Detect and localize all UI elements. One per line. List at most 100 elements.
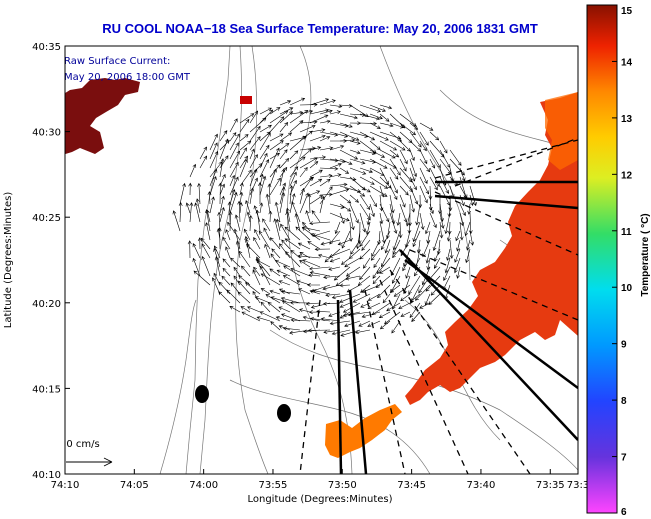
- current-vector: [199, 155, 208, 169]
- current-vector: [359, 212, 367, 233]
- current-vector: [469, 185, 477, 207]
- current-vector: [329, 110, 341, 115]
- current-vector: [392, 230, 401, 251]
- current-vector: [309, 195, 324, 205]
- current-vector: [428, 194, 433, 211]
- current-vector: [439, 176, 449, 194]
- current-vector: [439, 149, 451, 169]
- current-vector: [329, 104, 343, 109]
- current-vector: [246, 243, 261, 259]
- contour-2: [235, 46, 269, 474]
- current-vector: [369, 194, 377, 208]
- current-vector: [281, 239, 291, 250]
- colorbar-tick-label: 13: [621, 114, 633, 125]
- current-vector: [434, 257, 441, 269]
- current-vector: [235, 240, 241, 259]
- current-vector: [289, 193, 296, 214]
- current-vector: [205, 222, 211, 241]
- current-vector: [454, 248, 461, 263]
- current-vector: [365, 221, 371, 235]
- solid-line-5: [336, 299, 343, 474]
- current-vector: [244, 235, 251, 259]
- current-vector: [409, 185, 419, 205]
- current-vector: [306, 283, 321, 287]
- current-vector: [322, 284, 341, 291]
- current-vector: [379, 140, 398, 151]
- x-tick-label: 74:10: [51, 480, 80, 491]
- plot-area: Raw Surface Current: May 20, 2006 18:00 …: [60, 46, 578, 474]
- current-vector: [409, 176, 417, 191]
- current-vector: [390, 257, 401, 276]
- current-vector: [444, 257, 451, 274]
- current-vector: [339, 194, 352, 204]
- current-vector: [269, 116, 285, 133]
- colorbar-tick-label: 11: [621, 227, 632, 238]
- current-vector: [369, 203, 375, 218]
- current-vector: [429, 149, 441, 169]
- current-vector: [390, 275, 401, 294]
- current-vector: [354, 329, 371, 335]
- current-vector: [229, 189, 236, 205]
- current-vector: [269, 133, 284, 142]
- dashed-line-1: [434, 139, 578, 179]
- current-vector: [289, 300, 311, 305]
- current-vector: [240, 306, 251, 313]
- current-vector: [275, 316, 291, 322]
- current-vector: [229, 142, 239, 160]
- current-vector: [193, 270, 211, 286]
- solid-line-2: [434, 194, 578, 210]
- current-vector: [359, 149, 376, 155]
- current-vector: [339, 113, 358, 120]
- current-vector: [225, 246, 231, 259]
- current-vector: [349, 149, 361, 155]
- current-vector: [317, 253, 331, 259]
- radar-site-marker-1: [195, 385, 209, 403]
- current-vector: [289, 329, 311, 335]
- colorbar-tick-label: 10: [621, 283, 633, 294]
- current-vector: [372, 275, 381, 285]
- current-vector: [199, 146, 207, 160]
- current-vector: [399, 158, 407, 172]
- colorbar-tick-label: 14: [621, 57, 633, 68]
- current-vector: [296, 279, 311, 286]
- current-vector: [467, 203, 472, 215]
- current-vector: [319, 178, 331, 187]
- current-vector: [328, 311, 341, 317]
- current-vector: [419, 131, 429, 146]
- current-vector: [468, 212, 473, 235]
- current-vector: [241, 311, 261, 322]
- current-vector: [229, 132, 237, 142]
- current-vector: [218, 182, 223, 205]
- current-vector: [227, 201, 232, 223]
- current-vector: [238, 275, 251, 286]
- current-vector: [418, 194, 423, 209]
- current-vector: [411, 311, 421, 322]
- current-vector: [399, 194, 406, 208]
- current-vector: [284, 251, 301, 268]
- current-vector: [349, 104, 369, 118]
- current-vector: [409, 194, 416, 213]
- current-vector: [389, 149, 400, 158]
- current-vector: [219, 130, 228, 142]
- current-vector: [329, 182, 348, 187]
- current-vector: [259, 132, 271, 151]
- colorbar: 6 7 8 9 10 11 12 13 14 15 Temperature ( °C): [586, 4, 651, 518]
- current-vector: [234, 214, 241, 232]
- current-vector: [253, 266, 261, 277]
- y-axis-label: Latitude (Degrees:Minutes): [3, 192, 14, 329]
- scale-label: 50 cm/s: [60, 439, 100, 450]
- colorbar-tick-label: 15: [621, 6, 633, 17]
- current-vector: [373, 257, 381, 269]
- current-vector: [229, 176, 239, 196]
- current-vector: [222, 236, 231, 250]
- current-vector: [305, 301, 321, 306]
- current-vector: [258, 230, 271, 250]
- current-vector: [469, 194, 474, 207]
- current-vector: [320, 317, 341, 322]
- dashed-line-7: [299, 299, 321, 474]
- current-vector: [454, 257, 461, 274]
- current-vector: [398, 221, 403, 239]
- current-vector: [425, 221, 431, 235]
- current-vector: [449, 149, 462, 166]
